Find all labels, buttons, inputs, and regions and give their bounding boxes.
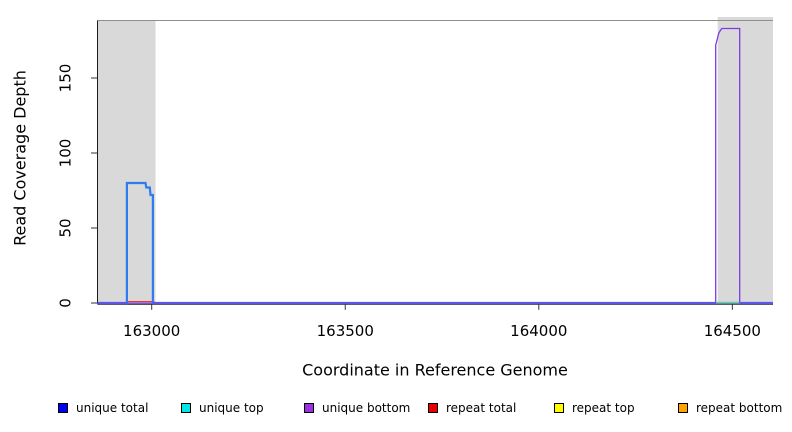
legend-item-unique-bottom: unique bottom <box>304 397 410 419</box>
legend-swatch-repeat-total-icon <box>428 403 438 413</box>
x-tick-label: 163000 <box>123 322 180 340</box>
legend-label-unique-bottom: unique bottom <box>322 401 411 415</box>
legend-swatch-repeat-top-icon <box>554 403 564 413</box>
y-tick-label: 50 <box>57 218 75 237</box>
x-tick-label: 164500 <box>704 322 761 340</box>
legend: unique total unique top unique bottom repea… <box>0 397 792 421</box>
legend-swatch-unique-top-icon <box>181 403 191 413</box>
legend-label-unique-total: unique total <box>76 401 149 415</box>
legend-label-repeat-top: repeat top <box>572 401 635 415</box>
legend-swatch-repeat-bottom-icon <box>678 403 688 413</box>
legend-label-repeat-bottom: repeat bottom <box>696 401 783 415</box>
legend-swatch-unique-bottom-icon <box>304 403 314 413</box>
legend-item-repeat-top: repeat top <box>554 397 635 419</box>
legend-swatch-unique-total-icon <box>58 403 68 413</box>
x-tick-label: 164000 <box>510 322 567 340</box>
legend-item-unique-top: unique top <box>181 397 264 419</box>
legend-item-repeat-total: repeat total <box>428 397 516 419</box>
series-line-unique-total <box>97 181 773 305</box>
y-tick-label: 150 <box>57 64 75 93</box>
y-axis-title: Read Coverage Depth <box>10 70 30 246</box>
legend-item-repeat-bottom: repeat bottom <box>678 397 782 419</box>
y-tick-label: 0 <box>57 298 75 308</box>
x-axis-title: Coordinate in Reference Genome <box>302 360 568 380</box>
x-tick-label: 163500 <box>317 322 374 340</box>
legend-label-unique-top: unique top <box>199 401 264 415</box>
legend-item-unique-total: unique total <box>58 397 148 419</box>
series-line-unique-bottom <box>97 27 773 304</box>
shaded-region-right <box>717 17 773 304</box>
y-tick-label: 100 <box>57 139 75 168</box>
legend-label-repeat-total: repeat total <box>446 401 517 415</box>
